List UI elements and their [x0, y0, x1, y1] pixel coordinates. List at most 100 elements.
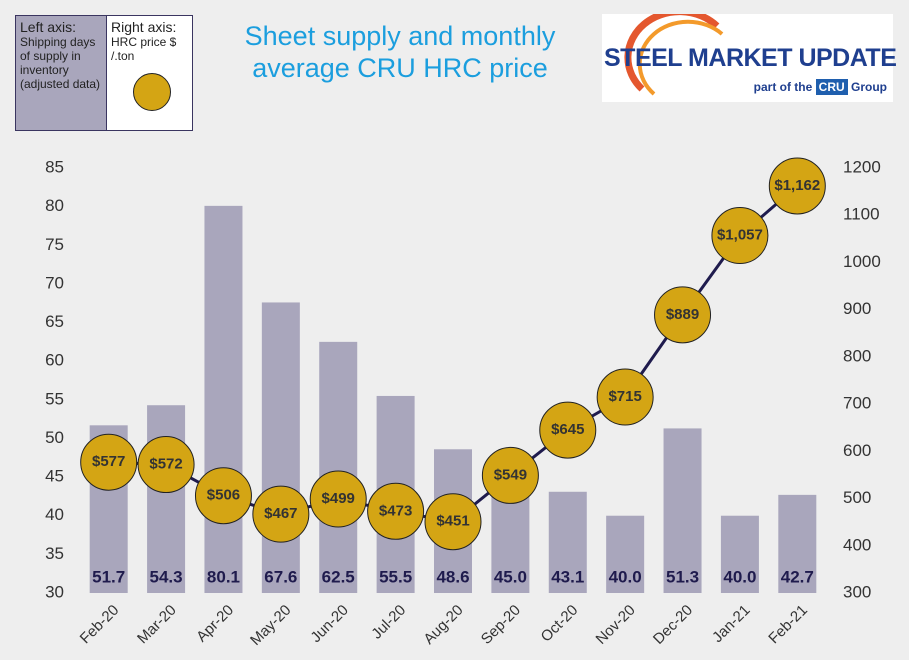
- price-marker: [539, 401, 597, 459]
- bar: [720, 515, 759, 593]
- logo-tagline: part of the CRU Group: [753, 79, 887, 95]
- x-tick-label: Jul-20: [368, 602, 409, 643]
- price-label: $577: [92, 453, 125, 470]
- price-marker: [309, 470, 367, 528]
- bar: [606, 515, 645, 593]
- legend-text: Shipping days of supply in inventory (ad…: [20, 35, 101, 91]
- price-marker: [194, 467, 252, 525]
- swoosh: [637, 19, 724, 96]
- bar-value-label: 40.0: [723, 567, 756, 586]
- y-tick-label: 60: [45, 351, 64, 370]
- legend-marker: [133, 73, 171, 111]
- bar: [548, 491, 587, 593]
- price-marker: [367, 482, 425, 540]
- price-label: $572: [149, 456, 182, 473]
- y2-tick-label: 400: [843, 535, 871, 554]
- y-tick-label: 70: [45, 273, 64, 292]
- bar-value-label: 62.5: [322, 567, 355, 586]
- bar: [147, 405, 186, 593]
- y2-tick-label: 1100: [843, 205, 880, 224]
- y2-tick-label: 900: [843, 299, 871, 318]
- price-label: $549: [494, 466, 527, 483]
- y-tick-label: 55: [45, 389, 64, 408]
- bar: [319, 341, 358, 593]
- x-tick-label: Sep-20: [478, 602, 524, 648]
- price-marker: [711, 207, 769, 265]
- x-tick-label: Nov-20: [593, 602, 639, 648]
- y2-tick-label: 800: [843, 346, 871, 365]
- bar: [663, 428, 702, 593]
- x-tick-label: Apr-20: [193, 602, 237, 646]
- logo-badge: CRU: [815, 79, 848, 95]
- price-marker: [481, 446, 539, 504]
- bar-value-label: 42.7: [781, 567, 814, 586]
- y-tick-label: 65: [45, 312, 64, 331]
- legend-right: Right axis: HRC price $ /.ton: [106, 15, 193, 131]
- price-label: $467: [264, 505, 297, 522]
- y2-tick-label: 600: [843, 441, 871, 460]
- x-tick-label: Feb-21: [765, 602, 811, 648]
- x-tick-label: Oct-20: [538, 602, 582, 646]
- price-marker: [137, 436, 195, 494]
- bar-value-label: 51.7: [92, 567, 125, 586]
- y2-tick-label: 1200: [843, 157, 881, 176]
- bar: [204, 205, 243, 593]
- y2-tick-label: 1000: [843, 252, 881, 271]
- y2-tick-label: 500: [843, 488, 871, 507]
- y2-tick-label: 300: [843, 582, 871, 601]
- x-tick-label: Jan-21: [709, 602, 753, 646]
- price-marker: [654, 286, 712, 344]
- legend-left: Left axis: Shipping days of supply in in…: [15, 15, 107, 131]
- price-marker: [596, 368, 654, 426]
- legend-heading: Right axis:: [111, 19, 177, 35]
- chart-title: Sheet supply and monthly average CRU HRC…: [244, 21, 556, 83]
- bar-value-label: 51.3: [666, 567, 699, 586]
- bar-value-label: 43.1: [551, 567, 584, 586]
- price-marker: [424, 493, 482, 551]
- y-tick-label: 35: [45, 544, 64, 563]
- logo-name: STEEL MARKET UPDATE: [604, 44, 897, 72]
- y-tick-label: 85: [45, 157, 64, 176]
- bar-value-label: 80.1: [207, 567, 240, 586]
- price-label: $451: [436, 513, 469, 530]
- legend-text: HRC price $ /.ton: [111, 35, 177, 63]
- bar-value-label: 55.5: [379, 567, 412, 586]
- y-tick-label: 40: [45, 505, 64, 524]
- price-marker: [80, 433, 138, 491]
- price-label: $645: [551, 421, 584, 438]
- logo-text: part of the: [753, 80, 813, 94]
- price-label: $889: [666, 306, 699, 323]
- price-label: $1,057: [717, 226, 763, 243]
- bar-value-label: 40.0: [609, 567, 642, 586]
- x-tick-label: Feb-20: [77, 602, 123, 648]
- y2-tick-label: 700: [843, 394, 871, 413]
- y-tick-label: 75: [45, 235, 64, 254]
- y-tick-label: 50: [45, 428, 64, 447]
- price-label: $499: [322, 490, 355, 507]
- x-tick-label: May-20: [247, 602, 294, 649]
- price-label: $473: [379, 502, 412, 519]
- y-tick-label: 80: [45, 196, 64, 215]
- x-tick-label: Jun-20: [307, 602, 351, 646]
- bar-value-label: 54.3: [150, 567, 183, 586]
- price-marker: [768, 157, 826, 215]
- y-tick-label: 45: [45, 467, 64, 486]
- bar-value-label: 67.6: [264, 567, 297, 586]
- bar: [778, 494, 817, 593]
- logo-swoosh: [624, 14, 724, 96]
- bar: [261, 302, 300, 593]
- price-label: $715: [608, 388, 641, 405]
- price-label: $1,162: [774, 177, 820, 194]
- x-tick-label: Mar-20: [134, 602, 180, 648]
- x-tick-label: Aug-20: [420, 602, 466, 648]
- price-marker: [252, 485, 310, 543]
- price-label: $506: [207, 487, 240, 504]
- x-tick-label: Dec-20: [650, 602, 696, 648]
- logo: STEEL MARKET UPDATE part of the CRU Grou…: [602, 14, 897, 102]
- legend-heading: Left axis:: [20, 19, 77, 35]
- y-tick-label: 30: [45, 582, 64, 601]
- bar-value-label: 45.0: [494, 567, 527, 586]
- logo-text: Group: [851, 80, 887, 94]
